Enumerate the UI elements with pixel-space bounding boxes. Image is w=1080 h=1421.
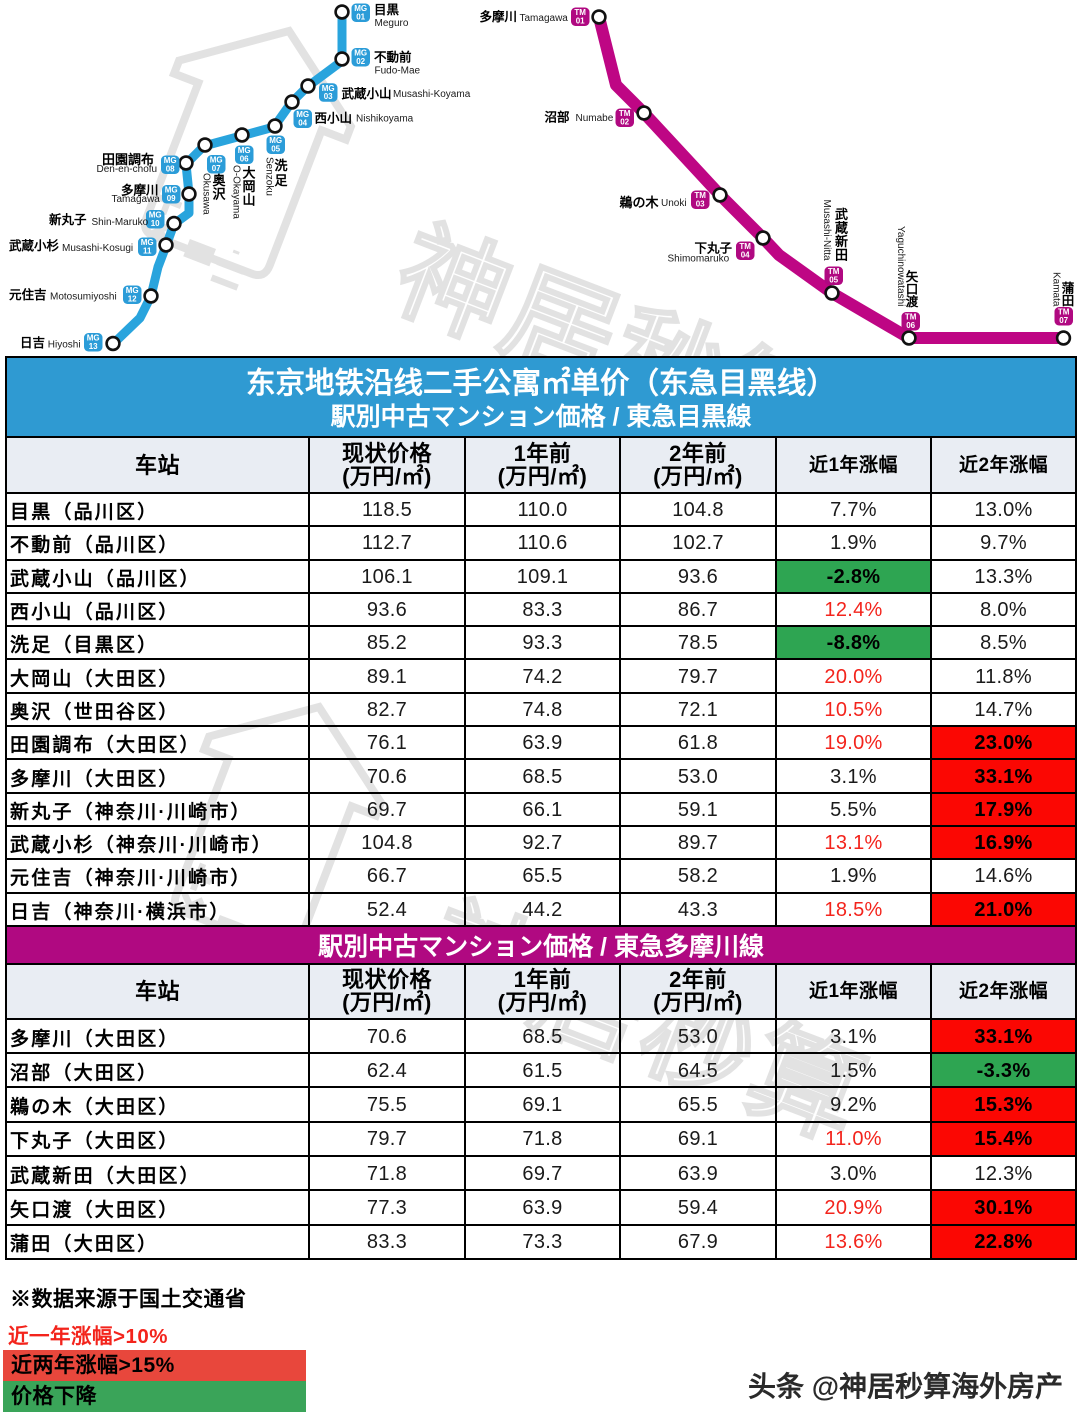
svg-text:Motosumiyoshi: Motosumiyoshi: [50, 292, 117, 303]
svg-text:武蔵小山: 武蔵小山: [342, 86, 392, 101]
svg-text:多摩川: 多摩川: [121, 183, 159, 198]
svg-text:Shimomaruko: Shimomaruko: [668, 254, 730, 265]
svg-text:奥沢: 奥沢: [212, 173, 226, 202]
svg-text:O-Okayama: O-Okayama: [231, 165, 242, 219]
svg-text:下丸子: 下丸子: [695, 241, 733, 256]
svg-text:Okusawa: Okusawa: [201, 173, 212, 215]
svg-text:Nishikoyama: Nishikoyama: [356, 114, 414, 125]
svg-text:Tamagawa: Tamagawa: [520, 13, 569, 24]
svg-text:Hiyoshi: Hiyoshi: [48, 340, 81, 351]
svg-text:Musashi-Kosugi: Musashi-Kosugi: [62, 243, 133, 254]
svg-text:Fudo-Mae: Fudo-Mae: [375, 66, 421, 77]
svg-text:目黒: 目黒: [374, 3, 400, 17]
svg-text:Numabe: Numabe: [576, 113, 614, 124]
svg-text:Tamagawa: Tamagawa: [112, 194, 161, 205]
svg-text:Den-en-chofu: Den-en-chofu: [97, 164, 158, 175]
svg-text:武蔵小杉: 武蔵小杉: [9, 238, 60, 253]
svg-text:多摩川: 多摩川: [480, 9, 518, 24]
svg-text:Kamata: Kamata: [1051, 272, 1062, 307]
svg-text:Musashi-Koyama: Musashi-Koyama: [393, 89, 471, 100]
svg-text:洗足: 洗足: [274, 158, 288, 188]
svg-text:Musashi-Nitta: Musashi-Nitta: [821, 200, 832, 262]
svg-text:Shin-Maruko: Shin-Maruko: [92, 217, 149, 228]
svg-text:蒲田: 蒲田: [1062, 281, 1075, 309]
svg-text:矢口渡: 矢口渡: [905, 269, 919, 309]
svg-text:日吉: 日吉: [20, 335, 45, 350]
svg-text:新丸子: 新丸子: [49, 212, 87, 227]
svg-text:Meguro: Meguro: [375, 18, 409, 29]
svg-text:沼部: 沼部: [545, 110, 571, 125]
svg-text:Senzoku: Senzoku: [264, 157, 275, 196]
svg-text:武蔵新田: 武蔵新田: [835, 207, 848, 263]
svg-text:不動前: 不動前: [374, 50, 412, 65]
svg-text:西小山: 西小山: [315, 111, 353, 126]
svg-text:鵜の木: 鵜の木: [619, 195, 660, 210]
svg-text:Yaguchinowatashi: Yaguchinowatashi: [895, 226, 906, 306]
svg-text:Unoki: Unoki: [661, 198, 687, 209]
svg-text:田園調布: 田園調布: [102, 152, 154, 167]
svg-text:元住吉: 元住吉: [9, 287, 47, 302]
svg-text:大岡山: 大岡山: [242, 166, 255, 208]
